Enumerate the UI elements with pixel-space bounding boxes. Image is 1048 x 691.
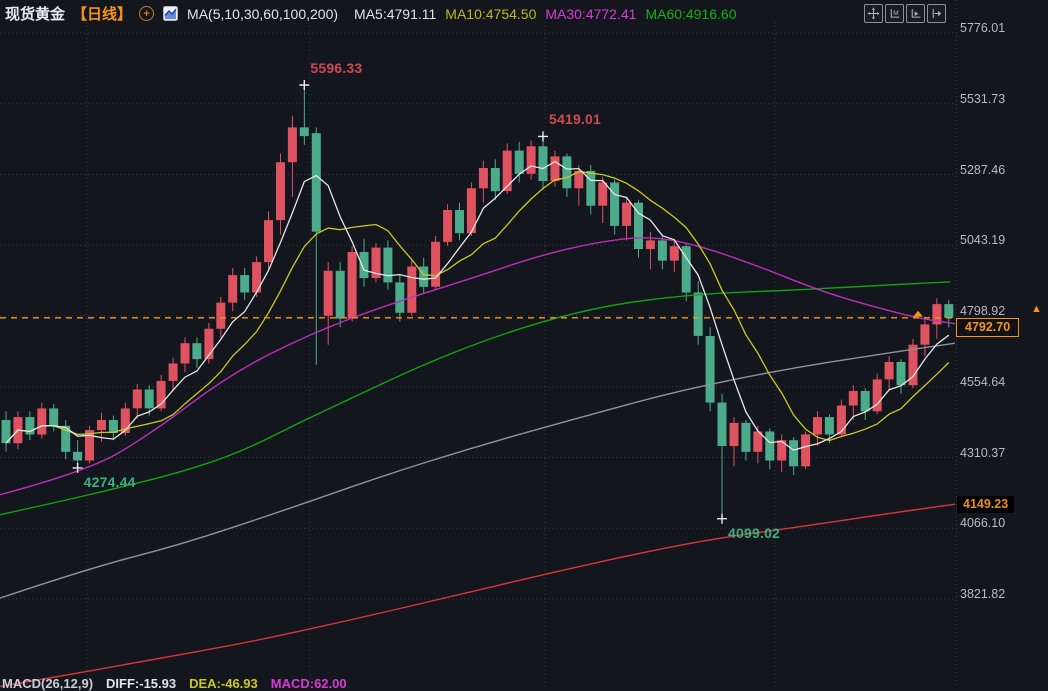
extreme-cross-marker — [72, 462, 83, 473]
period-selector[interactable]: 【日线】 — [72, 6, 133, 23]
extreme-cross-marker — [717, 513, 727, 524]
low-price-label: 4274.44 — [83, 473, 136, 490]
ma-line-MA100 — [0, 342, 956, 599]
symbol-title: 现货黄金 — [5, 6, 66, 23]
ma-line-MA10 — [5, 170, 950, 444]
ma-legend-value: MA5:4791.11 — [354, 5, 437, 22]
extreme-cross-marker — [299, 80, 310, 90]
sub-indicator-row: MACD(26,12,9) DIFF:-15.93 DEA:-46.93 MACD:… — [2, 676, 347, 691]
chart-legend: 现货黄金 【日线】 + MA(5,10,30,60,100,200) MA5:4… — [5, 3, 737, 24]
candles-layer[interactable] — [1, 85, 954, 519]
add-indicator-icon[interactable]: + — [139, 6, 155, 21]
macd-value: MACD:62.00 — [270, 676, 347, 691]
y-axis-tick: 5531.73 — [960, 91, 1006, 106]
price-axis[interactable]: 5776.01 5531.73 5287.46 5043.19 4798.92 4554.… — [959, 0, 1048, 687]
ma-line-MA200 — [0, 503, 956, 687]
extreme-cross-marker — [538, 131, 548, 142]
ma-legend-value: MA60:4916.60 — [645, 5, 737, 22]
ma-values-row: MA5:4791.11 MA10:4754.50 MA30:4772.41 MA60:… — [345, 6, 736, 22]
y-axis-tick: 4554.64 — [960, 374, 1006, 389]
y-axis-tick: 5287.46 — [960, 162, 1006, 177]
y-axis-tick: 5776.01 — [960, 21, 1006, 35]
ma-line-MA30 — [0, 237, 956, 496]
macd-indicator-label: MACD(26,12,9) — [2, 676, 94, 691]
high-price-label: 5596.33 — [310, 60, 363, 77]
chart-toolbar: M — [864, 4, 946, 23]
ma-line-MA5 — [5, 160, 950, 451]
price-arrow-marker — [913, 310, 923, 317]
y-axis-manual-scale-icon[interactable]: M — [885, 4, 904, 23]
y-axis-tick: 4066.10 — [960, 516, 1006, 531]
macd-value: DEA:-46.93 — [189, 676, 258, 691]
y-axis-tick: 4798.92 — [960, 304, 1006, 318]
ma-line-MA60 — [0, 281, 951, 516]
y-axis-tick: 5043.19 — [960, 233, 1006, 248]
auto-scroll-icon[interactable] — [906, 4, 925, 23]
current-price-badge: 4792.70 — [956, 318, 1020, 338]
ma200-value-badge: 4149.23 — [957, 496, 1015, 514]
ma-lines — [0, 160, 956, 687]
ma-legend-value: MA30:4772.41 — [545, 5, 637, 22]
macd-values-row: DIFF:-15.93 DEA:-46.93 MACD:62.00 — [106, 676, 347, 691]
chart-style-icon[interactable] — [163, 6, 179, 21]
jump-to-latest-icon[interactable] — [927, 4, 946, 23]
pan-move-icon[interactable] — [864, 4, 883, 23]
high-price-label: 5419.01 — [549, 111, 602, 128]
svg-text:M: M — [893, 10, 898, 17]
ma-legend-value: MA10:4754.50 — [445, 5, 537, 22]
ma-settings-label: MA(5,10,30,60,100,200) — [187, 5, 339, 22]
macd-value: DIFF:-15.93 — [106, 676, 177, 691]
low-price-label: 4099.02 — [728, 524, 781, 541]
price-up-arrow-icon: ▲ — [1031, 303, 1042, 315]
y-axis-tick: 4310.37 — [960, 445, 1006, 460]
y-axis-tick: 3821.82 — [960, 587, 1006, 601]
